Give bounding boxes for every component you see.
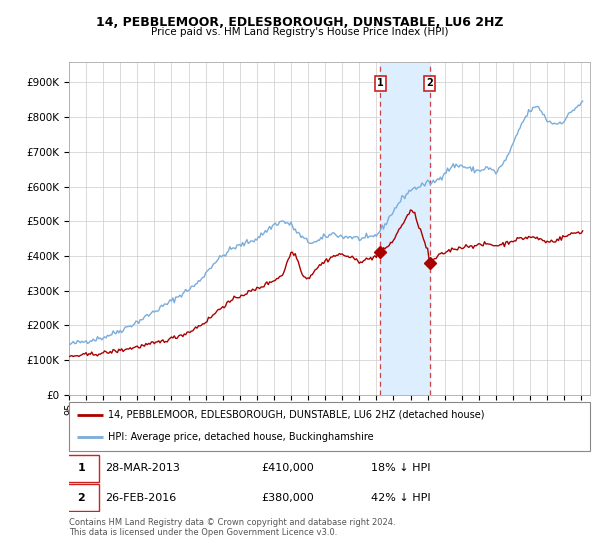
Text: 1: 1 [77,463,85,473]
Text: HPI: Average price, detached house, Buckinghamshire: HPI: Average price, detached house, Buck… [108,432,374,442]
Text: 2: 2 [77,493,85,503]
Text: 26-FEB-2016: 26-FEB-2016 [106,493,177,503]
Text: 14, PEBBLEMOOR, EDLESBOROUGH, DUNSTABLE, LU6 2HZ (detached house): 14, PEBBLEMOOR, EDLESBOROUGH, DUNSTABLE,… [108,410,485,420]
Text: 28-MAR-2013: 28-MAR-2013 [106,463,181,473]
Text: Price paid vs. HM Land Registry's House Price Index (HPI): Price paid vs. HM Land Registry's House … [151,27,449,37]
FancyBboxPatch shape [69,402,590,451]
Text: 1: 1 [377,78,384,88]
Text: 42% ↓ HPI: 42% ↓ HPI [371,493,431,503]
Text: 2: 2 [426,78,433,88]
Text: £380,000: £380,000 [262,493,314,503]
Bar [380,62,430,395]
Text: 18% ↓ HPI: 18% ↓ HPI [371,463,431,473]
Text: 14, PEBBLEMOOR, EDLESBOROUGH, DUNSTABLE, LU6 2HZ: 14, PEBBLEMOOR, EDLESBOROUGH, DUNSTABLE,… [96,16,504,29]
Text: £410,000: £410,000 [262,463,314,473]
FancyBboxPatch shape [64,484,99,511]
Text: Contains HM Land Registry data © Crown copyright and database right 2024.
This d: Contains HM Land Registry data © Crown c… [69,518,395,538]
FancyBboxPatch shape [64,455,99,482]
